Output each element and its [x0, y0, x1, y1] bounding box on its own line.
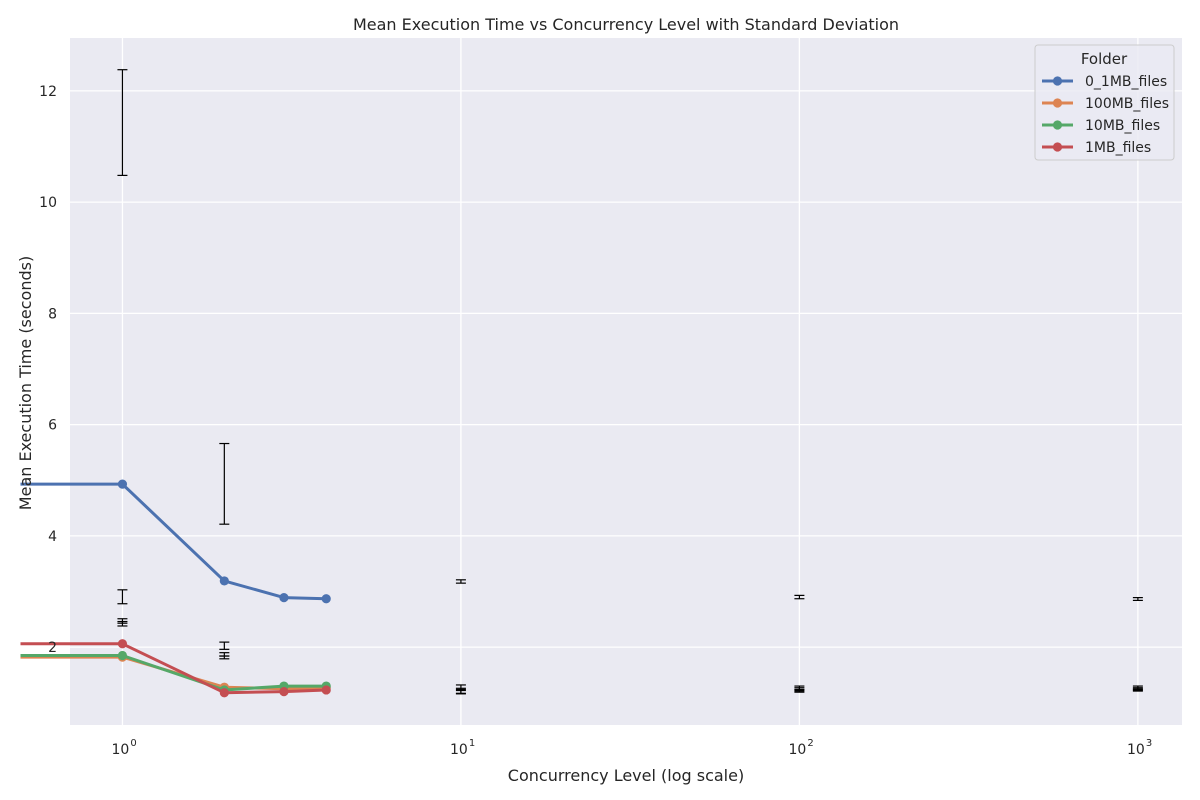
y-tick-label: 2	[48, 640, 57, 656]
error-bar	[794, 594, 805, 600]
legend-entries: 0_1MB_files 100MB_files 10MB_files 1MB_file…	[1042, 74, 1169, 156]
x-tick-base: 10	[450, 742, 468, 758]
chart-title: Mean Execution Time vs Concurrency Level…	[353, 15, 899, 34]
y-tick-label: 4	[48, 529, 57, 545]
x-tick-label: 10 0	[112, 738, 137, 758]
data-point-0_1MB_files	[279, 593, 289, 603]
legend-label: 10MB_files	[1085, 118, 1160, 134]
legend-item-0_1MB_files: 0_1MB_files	[1042, 74, 1167, 90]
x-tick-exponent: 1	[469, 738, 475, 749]
error-bar	[219, 655, 230, 660]
y-tick-label: 12	[39, 84, 57, 100]
data-point-1MB_files	[219, 688, 229, 698]
legend-marker	[1052, 98, 1063, 108]
legend-item-100MB_files: 100MB_files	[1042, 96, 1169, 112]
legend-marker	[1052, 120, 1063, 130]
y-tick-label: 6	[48, 418, 57, 434]
data-point-1MB_files	[279, 687, 289, 697]
x-tick-label: 10 1	[450, 738, 475, 758]
error-bar	[455, 579, 466, 584]
x-tick-label: 10 2	[788, 738, 813, 758]
error-bar	[794, 688, 805, 693]
y-axis-label: Mean Execution Time (seconds)	[16, 256, 35, 510]
data-point-1MB_files	[117, 639, 128, 649]
x-tick-label: 10 3	[1127, 738, 1152, 758]
legend-item-1MB_files: 1MB_files	[1042, 140, 1151, 156]
x-tick-exponent: 0	[130, 738, 136, 749]
plot-area	[70, 38, 1182, 725]
error-bar	[117, 589, 128, 605]
y-tick-label: 10	[39, 195, 57, 211]
error-bar	[455, 689, 466, 695]
legend-box	[1034, 44, 1175, 161]
legend-item-10MB_files: 10MB_files	[1042, 118, 1160, 134]
error-bar	[219, 641, 230, 650]
data-point-1MB_files	[321, 685, 331, 695]
x-tick-base: 10	[788, 742, 806, 758]
legend-label: 100MB_files	[1085, 96, 1169, 112]
error-bar	[1132, 688, 1143, 692]
legend-marker	[1052, 76, 1063, 86]
x-axis-label: Concurrency Level (log scale)	[508, 766, 744, 785]
legend-label: 0_1MB_files	[1085, 74, 1167, 90]
data-point-0_1MB_files	[321, 594, 331, 604]
error-bars	[117, 69, 1143, 695]
legend-marker	[1052, 142, 1063, 152]
x-tick-exponent: 2	[807, 738, 813, 749]
error-bar	[1132, 597, 1143, 601]
error-bar	[117, 620, 128, 627]
gridlines	[70, 38, 1182, 725]
y-tick-label: 8	[48, 306, 57, 322]
legend-label: 1MB_files	[1085, 140, 1151, 156]
data-point-0_1MB_files	[219, 576, 229, 586]
x-tick-base: 10	[112, 742, 130, 758]
legend: Folder 0_1MB_files 100MB_files 10MB_files 1…	[1034, 44, 1175, 161]
legend-title: Folder	[1081, 50, 1128, 68]
x-tick-exponent: 3	[1146, 738, 1152, 749]
error-bar	[219, 442, 230, 525]
y-axis-ticks: 2 4 6 8 10 12	[39, 84, 57, 656]
data-point-0_1MB_files	[117, 479, 128, 489]
data-point-10MB_files	[117, 650, 128, 661]
x-tick-base: 10	[1127, 742, 1145, 758]
error-bar	[117, 69, 128, 176]
series-lines	[20, 479, 331, 698]
x-axis-ticks: 10 0 10 1 10 2 10 3	[112, 738, 1153, 758]
